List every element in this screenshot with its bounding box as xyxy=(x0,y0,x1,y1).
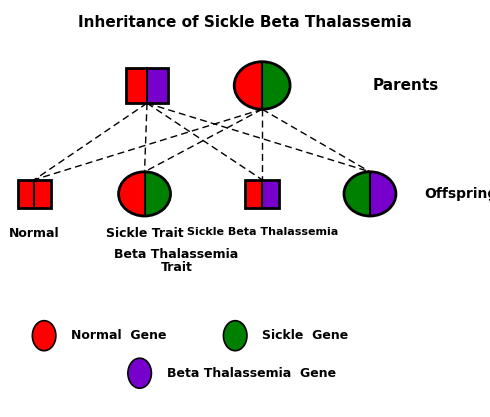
Ellipse shape xyxy=(128,358,151,388)
FancyBboxPatch shape xyxy=(34,180,51,208)
FancyBboxPatch shape xyxy=(262,180,279,208)
FancyBboxPatch shape xyxy=(126,68,147,103)
Wedge shape xyxy=(344,172,370,216)
Ellipse shape xyxy=(32,321,56,351)
Text: Beta Thalassemia: Beta Thalassemia xyxy=(114,248,239,261)
Text: Inheritance of Sickle Beta Thalassemia: Inheritance of Sickle Beta Thalassemia xyxy=(78,15,412,30)
Text: Sickle Beta Thalassemia: Sickle Beta Thalassemia xyxy=(187,227,338,237)
FancyBboxPatch shape xyxy=(245,180,262,208)
Text: Sickle Trait: Sickle Trait xyxy=(106,227,183,240)
Text: Normal  Gene: Normal Gene xyxy=(71,329,167,342)
FancyBboxPatch shape xyxy=(18,180,34,208)
Text: Parents: Parents xyxy=(372,78,439,93)
Wedge shape xyxy=(234,62,262,109)
Wedge shape xyxy=(145,172,171,216)
Ellipse shape xyxy=(223,321,247,351)
Wedge shape xyxy=(119,172,145,216)
Wedge shape xyxy=(262,62,290,109)
Text: Normal: Normal xyxy=(9,227,60,240)
Wedge shape xyxy=(370,172,396,216)
Text: Trait: Trait xyxy=(160,261,193,274)
Text: Offspring: Offspring xyxy=(424,187,490,201)
Text: Beta Thalassemia  Gene: Beta Thalassemia Gene xyxy=(167,367,336,380)
FancyBboxPatch shape xyxy=(147,68,168,103)
Text: Sickle  Gene: Sickle Gene xyxy=(262,329,348,342)
